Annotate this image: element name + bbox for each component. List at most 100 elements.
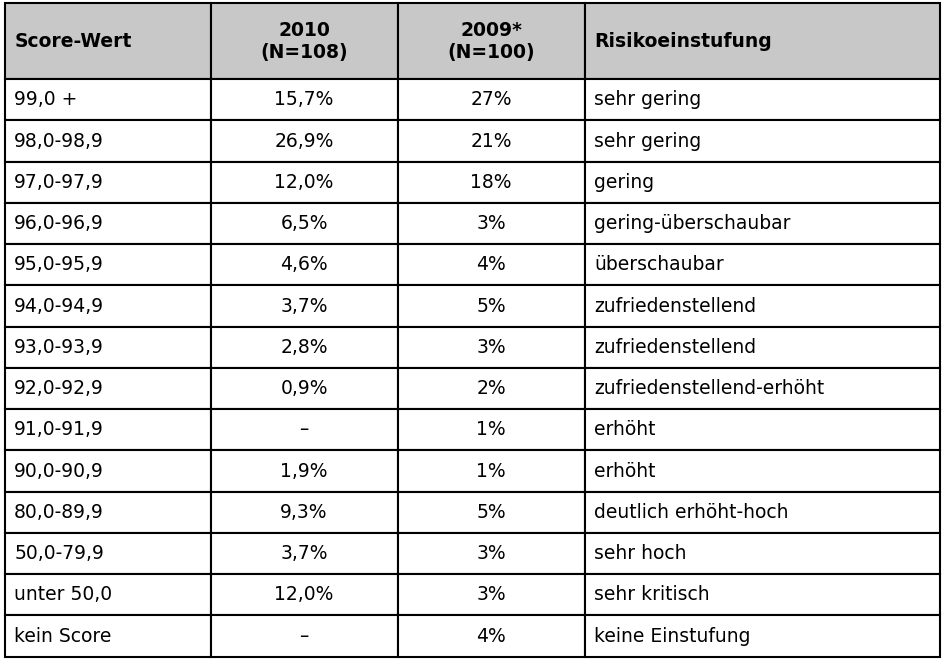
Text: erhöht: erhöht [594,461,655,480]
Bar [211,450,397,492]
Bar [584,327,939,368]
Bar [397,615,584,657]
Text: 6,5%: 6,5% [280,214,328,233]
Bar [5,121,211,162]
Bar [397,492,584,533]
Text: 1%: 1% [476,420,505,440]
Bar [584,368,939,409]
Text: 2%: 2% [476,379,505,398]
Bar [5,162,211,203]
Text: 80,0-89,9: 80,0-89,9 [14,503,104,522]
Text: 96,0-96,9: 96,0-96,9 [14,214,104,233]
Bar [584,533,939,574]
Bar [5,285,211,327]
Bar [397,79,584,121]
Text: 5%: 5% [476,296,505,315]
Text: 0,9%: 0,9% [280,379,328,398]
Bar [584,615,939,657]
Text: –: – [299,626,309,645]
Bar [211,409,397,450]
Bar [397,368,584,409]
Bar [211,615,397,657]
Text: gering: gering [594,173,653,192]
Text: sehr gering: sehr gering [594,131,700,150]
Text: kein Score: kein Score [14,626,111,645]
Bar [211,574,397,615]
Bar [5,203,211,244]
Bar [584,121,939,162]
Text: 3%: 3% [476,214,505,233]
Text: 94,0-94,9: 94,0-94,9 [14,296,104,315]
Text: unter 50,0: unter 50,0 [14,585,112,605]
Text: 98,0-98,9: 98,0-98,9 [14,131,104,150]
Bar [211,368,397,409]
Bar [397,409,584,450]
Text: 1,9%: 1,9% [280,461,328,480]
Text: 3%: 3% [476,338,505,357]
Text: 95,0-95,9: 95,0-95,9 [14,255,104,275]
Bar [5,533,211,574]
Bar [584,409,939,450]
Bar [211,162,397,203]
Text: 5%: 5% [476,503,505,522]
Bar [5,244,211,285]
Text: 3%: 3% [476,585,505,605]
Bar [5,409,211,450]
Bar [584,450,939,492]
Text: 27%: 27% [470,90,512,110]
Text: 2009*
(N=100): 2009* (N=100) [447,20,534,62]
Bar [397,203,584,244]
Bar [397,533,584,574]
Text: 3,7%: 3,7% [280,296,328,315]
Text: 97,0-97,9: 97,0-97,9 [14,173,104,192]
Text: 50,0-79,9: 50,0-79,9 [14,544,104,563]
Bar [5,79,211,121]
Text: 91,0-91,9: 91,0-91,9 [14,420,104,440]
Text: keine Einstufung: keine Einstufung [594,626,750,645]
Bar [584,285,939,327]
Bar [211,79,397,121]
Text: überschaubar: überschaubar [594,255,723,275]
Text: 12,0%: 12,0% [274,173,333,192]
Text: –: – [299,420,309,440]
Bar [211,3,397,79]
Bar [211,203,397,244]
Bar [584,203,939,244]
Bar [5,368,211,409]
Bar [584,79,939,121]
Text: zufriedenstellend: zufriedenstellend [594,338,755,357]
Text: 21%: 21% [470,131,512,150]
Text: 1%: 1% [476,461,505,480]
Text: 18%: 18% [470,173,512,192]
Text: sehr gering: sehr gering [594,90,700,110]
Text: 2010
(N=108): 2010 (N=108) [260,20,347,62]
Text: 9,3%: 9,3% [280,503,328,522]
Bar [5,3,211,79]
Bar [584,3,939,79]
Text: 4,6%: 4,6% [280,255,328,275]
Bar [397,285,584,327]
Bar [584,162,939,203]
Bar [397,244,584,285]
Text: 90,0-90,9: 90,0-90,9 [14,461,104,480]
Text: zufriedenstellend: zufriedenstellend [594,296,755,315]
Text: Score-Wert: Score-Wert [14,32,131,51]
Text: 4%: 4% [476,255,506,275]
Text: Risikoeinstufung: Risikoeinstufung [594,32,771,51]
Text: 15,7%: 15,7% [274,90,333,110]
Bar [397,450,584,492]
Bar [211,244,397,285]
Text: 2,8%: 2,8% [280,338,328,357]
Text: sehr hoch: sehr hoch [594,544,686,563]
Bar [397,121,584,162]
Bar [211,327,397,368]
Bar [397,327,584,368]
Bar [397,574,584,615]
Text: zufriedenstellend-erhöht: zufriedenstellend-erhöht [594,379,823,398]
Text: sehr kritisch: sehr kritisch [594,585,709,605]
Bar [5,450,211,492]
Text: 93,0-93,9: 93,0-93,9 [14,338,104,357]
Text: 99,0 +: 99,0 + [14,90,77,110]
Bar [397,162,584,203]
Text: erhöht: erhöht [594,420,655,440]
